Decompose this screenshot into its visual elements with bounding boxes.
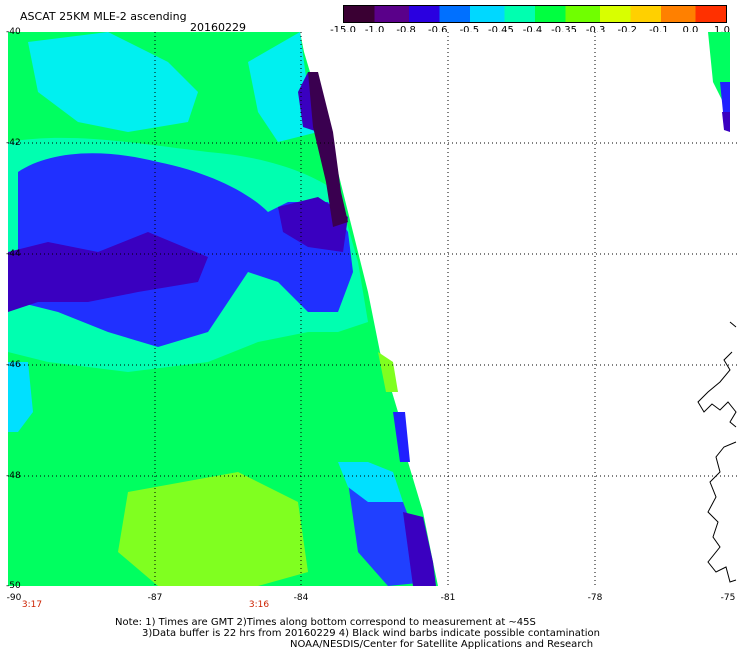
swath-lower-blue (348, 477, 428, 586)
colorbar-tick-label: -0.4 (522, 25, 543, 36)
colorbar (343, 5, 727, 23)
colorbar-tick-label: -0.3 (585, 25, 606, 36)
swath-lower-cyan (338, 462, 403, 502)
swath-yellowgreen-region (118, 472, 308, 586)
swath-right-strip-purple (722, 112, 730, 132)
swath-cyan-region-2 (248, 32, 318, 142)
swath-right-edge-blue (393, 412, 410, 462)
latitude-label: -40 (6, 27, 21, 37)
swath-lower-purple (403, 512, 436, 586)
colorbar-tick-label: -0.5 (459, 25, 480, 36)
latitude-label: -48 (6, 471, 21, 481)
colorbar-tick-label: -0.6 (427, 25, 448, 36)
longitude-label: -78 (587, 593, 603, 603)
swath-map (8, 32, 738, 587)
latitude-label: -46 (6, 360, 21, 370)
map-date: 20160229 (190, 21, 246, 34)
longitude-label: -84 (293, 593, 309, 603)
latitude-label: -44 (6, 249, 21, 259)
note-line-2: 3)Data buffer is 22 hrs from 20160229 4)… (142, 628, 600, 639)
time-label-left: 3:17 (21, 600, 43, 610)
wind-swath (8, 32, 730, 586)
longitude-label: -75 (720, 593, 736, 603)
map-title: ASCAT 25KM MLE-2 ascending (20, 10, 187, 23)
grid-lines (8, 32, 738, 586)
note-line-3: NOAA/NESDIS/Center for Satellite Applica… (290, 639, 594, 650)
swath-right-edge-green (378, 352, 398, 392)
longitude-label: -87 (147, 593, 163, 603)
longitude-label: -81 (440, 593, 456, 603)
colorbar-tick-label: -0.1 (649, 25, 669, 36)
swath-deep-purple-edge (308, 72, 348, 227)
latitude-label: -50 (6, 581, 21, 591)
swath-left-cyan (8, 362, 33, 432)
coastline (697, 321, 737, 583)
latitude-label: -42 (6, 138, 21, 148)
colorbar-tick-label: -0.2 (617, 25, 638, 36)
colorbar-tick-label: -0.8 (396, 25, 416, 36)
note-line-1: Note: 1) Times are GMT 2)Times along bot… (115, 617, 536, 628)
colorbar-labels: -15.0 -1.0 -0.8 -0.6 -0.5 -0.45 -0.4 -0.35 -0.3-… (330, 25, 740, 37)
colorbar-tick-label: 0.0 (682, 25, 699, 36)
colorbar-tick-label: -0.35 (551, 25, 578, 36)
colorbar-tick-label: 1.0 (714, 25, 730, 36)
colorbar-tick-label: -0.45 (487, 25, 514, 36)
swath-purple-region (8, 232, 208, 312)
colorbar-tick-label: -15.0 (330, 25, 356, 36)
swath-right-strip-blue (720, 82, 730, 112)
longitude-label: -90 (6, 593, 22, 603)
colorbar-tick-label: -1.0 (364, 25, 385, 36)
time-label-middle: 3:16 (248, 600, 270, 610)
